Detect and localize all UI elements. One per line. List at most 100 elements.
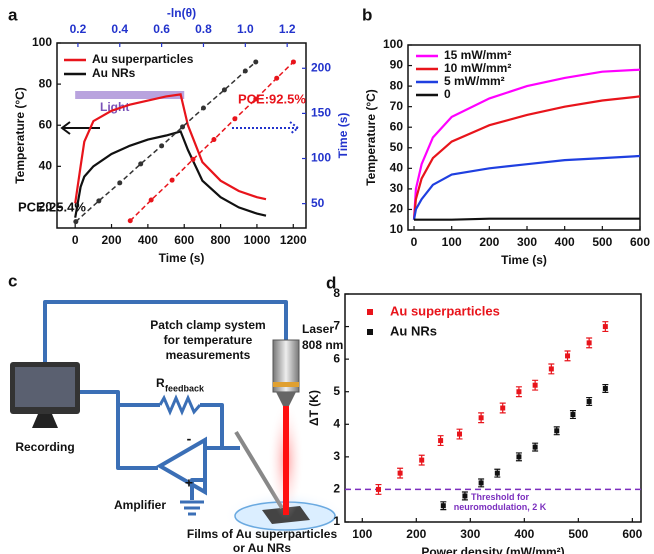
point xyxy=(117,180,123,186)
recording-label: Recording xyxy=(15,440,74,454)
y-tick-label: 90 xyxy=(390,58,404,72)
point xyxy=(96,198,102,204)
x2-tick-label: 0.2 xyxy=(70,22,87,36)
x-tick-label: 100 xyxy=(352,527,372,541)
amplifier-label: Amplifier xyxy=(114,498,166,512)
y-axis-title: Temperature (°C) xyxy=(13,87,27,184)
x-tick-label: 400 xyxy=(138,233,158,247)
y-tick-label: 40 xyxy=(39,159,53,173)
line xyxy=(412,68,641,220)
x2-tick-label: 1.2 xyxy=(279,22,296,36)
point xyxy=(180,124,186,130)
point xyxy=(565,353,571,359)
y-tick-label: 40 xyxy=(390,161,404,175)
point xyxy=(221,87,227,93)
y-tick-label: 70 xyxy=(390,99,404,113)
x-axis-title: Power density (mW/mm²) xyxy=(421,545,564,554)
plot-frame xyxy=(56,42,307,229)
point xyxy=(516,454,522,460)
point xyxy=(457,431,463,437)
diagram-title: Patch clamp system xyxy=(150,318,265,332)
y-tick-label: 80 xyxy=(39,76,53,90)
x-tick-label: 400 xyxy=(555,235,575,249)
plus-label: + xyxy=(185,475,193,491)
point xyxy=(532,382,538,388)
legend-label: Au NRs xyxy=(390,323,437,338)
line xyxy=(412,154,641,220)
laser-label: 808 nm xyxy=(302,338,343,352)
y-tick-label: 30 xyxy=(390,181,404,195)
point xyxy=(190,156,196,162)
point xyxy=(274,75,280,81)
x-tick-label: 600 xyxy=(174,233,194,247)
point xyxy=(397,470,403,476)
point xyxy=(138,161,144,167)
y-axis-title: Temperature (°C) xyxy=(364,89,378,186)
sample-label: Films of Au superparticles xyxy=(187,527,338,541)
sample-label: or Au NRs xyxy=(233,541,292,554)
annotation: PCE:92.5% xyxy=(238,91,306,106)
panel-label: a xyxy=(8,5,18,24)
point xyxy=(375,486,381,492)
resistor-label: R xyxy=(156,376,165,390)
x2-tick-label: 0.4 xyxy=(111,22,128,36)
y-tick-label: 3 xyxy=(333,449,340,463)
y-tick-label: 80 xyxy=(390,78,404,92)
point xyxy=(516,389,522,395)
x-tick-label: 800 xyxy=(211,233,231,247)
point xyxy=(440,503,446,509)
y-tick-label: 2 xyxy=(333,482,340,496)
y-tick-label: 1 xyxy=(333,514,340,528)
diagram: Patch clamp system for temperature measu… xyxy=(10,300,347,554)
x-tick-label: 400 xyxy=(514,527,534,541)
point xyxy=(159,143,165,149)
threshold-label: neuromodulation, 2 K xyxy=(454,502,547,512)
x-tick-label: 500 xyxy=(592,235,612,249)
y-tick-label: 50 xyxy=(390,140,404,154)
panel-label: b xyxy=(362,5,372,24)
legend-label: 15 mW/mm² xyxy=(444,48,511,62)
legend-marker xyxy=(367,309,373,315)
y-tick-label: 5 xyxy=(333,384,340,398)
x-axis-title: Time (s) xyxy=(501,253,547,267)
y-tick-label: 20 xyxy=(390,202,404,216)
y2-tick-label: 50 xyxy=(311,196,325,210)
legend-label: 10 mW/mm² xyxy=(444,61,511,75)
ground xyxy=(180,500,204,516)
x-tick-label: 100 xyxy=(442,235,462,249)
point xyxy=(548,366,554,372)
x-tick-label: 300 xyxy=(517,235,537,249)
x-tick-label: 1200 xyxy=(280,233,307,247)
y2-tick-label: 150 xyxy=(311,106,331,120)
wire xyxy=(43,300,288,362)
y2-axis-title: Time (s) xyxy=(336,113,350,159)
x-tick-label: 500 xyxy=(568,527,588,541)
x2-tick-label: 0.6 xyxy=(153,22,170,36)
point xyxy=(478,480,484,486)
point xyxy=(253,59,259,65)
y-tick-label: 4 xyxy=(333,416,340,430)
x-tick-label: 0 xyxy=(411,235,418,249)
point xyxy=(462,493,468,499)
line xyxy=(74,130,267,218)
point xyxy=(586,398,592,404)
line xyxy=(414,217,640,221)
diagram-title: measurements xyxy=(166,348,251,362)
laser-tip xyxy=(276,392,296,406)
x-tick-label: 300 xyxy=(460,527,480,541)
point xyxy=(602,324,608,330)
point xyxy=(253,96,259,102)
wire xyxy=(80,390,158,470)
y-tick-label: 100 xyxy=(32,35,52,49)
laser-label: Laser xyxy=(302,322,334,336)
legend-label: 5 mW/mm² xyxy=(444,74,505,88)
x-tick-label: 200 xyxy=(479,235,499,249)
point xyxy=(554,428,560,434)
legend-label: Au NRs xyxy=(92,66,136,80)
x-tick-label: 600 xyxy=(622,527,642,541)
x-tick-label: 200 xyxy=(102,233,122,247)
axis-arrow xyxy=(60,121,100,135)
point xyxy=(73,219,79,225)
